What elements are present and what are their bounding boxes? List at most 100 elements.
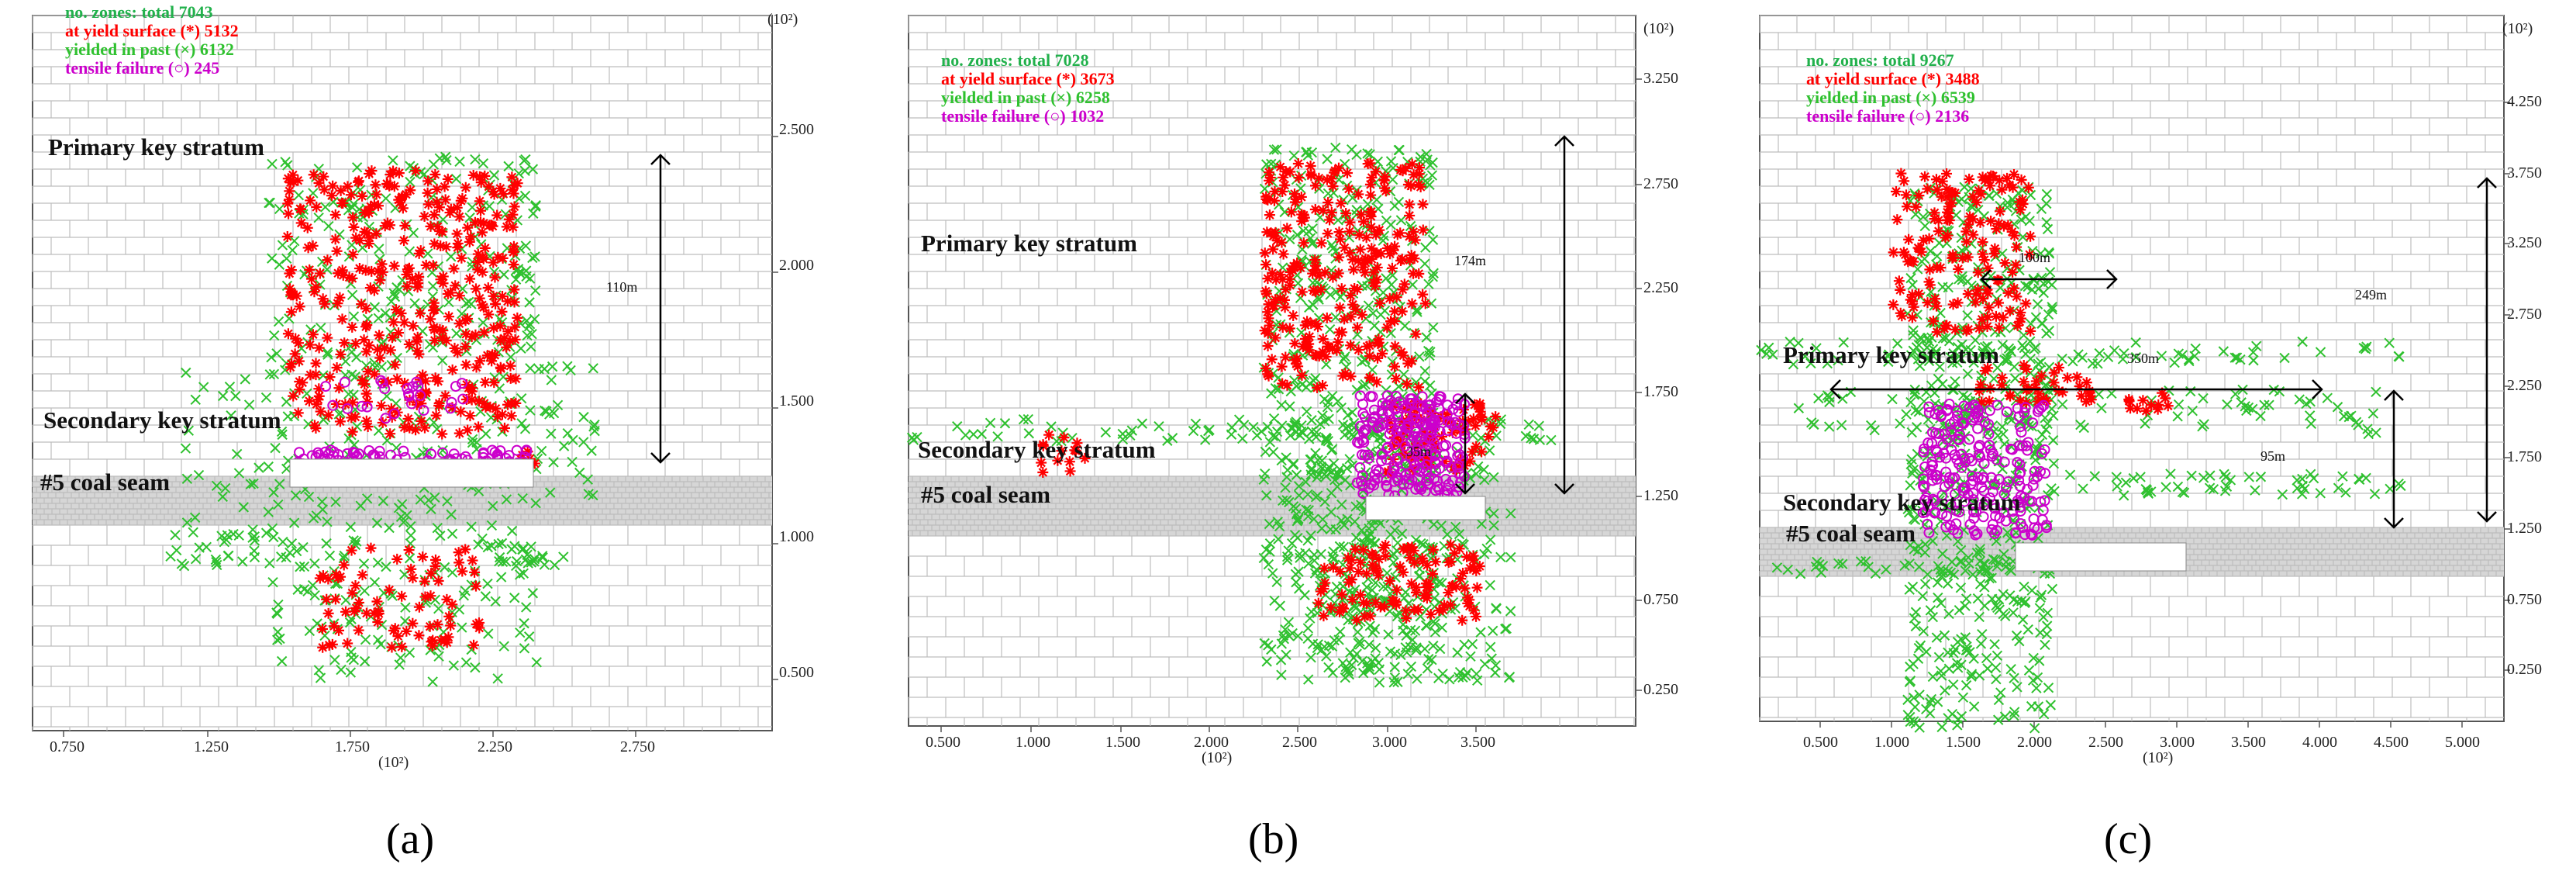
yield-surface-marker xyxy=(417,551,429,563)
yielded-past-marker xyxy=(373,425,385,437)
yielded-past-marker xyxy=(369,302,381,313)
yielded-past-marker xyxy=(328,196,339,208)
yielded-past-marker xyxy=(439,562,450,573)
yielded-past-marker xyxy=(519,155,529,166)
yield-surface-marker xyxy=(475,216,487,228)
yield-surface-marker xyxy=(407,572,419,584)
yield-surface-marker xyxy=(413,348,425,360)
yield-surface-marker xyxy=(433,202,445,213)
yielded-past-marker xyxy=(303,491,315,503)
yielded-past-marker xyxy=(548,407,560,419)
yielded-past-marker xyxy=(336,664,347,676)
yielded-past-marker xyxy=(269,330,280,341)
yielded-past-marker xyxy=(347,289,358,301)
yielded-past-marker xyxy=(533,364,544,375)
yield-surface-marker xyxy=(371,228,382,240)
yield-surface-marker xyxy=(364,282,376,294)
yield-surface-marker xyxy=(350,337,361,349)
yielded-past-marker xyxy=(293,189,305,201)
yield-surface-marker xyxy=(398,316,410,328)
yielded-past-marker xyxy=(322,349,333,360)
yield-surface-marker xyxy=(419,211,430,222)
yield-surface-marker xyxy=(317,641,329,653)
yield-surface-marker xyxy=(310,282,322,293)
yield-surface-marker xyxy=(310,369,322,381)
yield-surface-marker xyxy=(329,209,341,220)
yield-surface-marker xyxy=(333,572,344,583)
yielded-past-marker xyxy=(510,264,522,276)
yield-surface-marker xyxy=(472,264,484,275)
yielded-past-marker xyxy=(309,558,320,569)
yield-surface-marker xyxy=(393,168,405,179)
tensile-failure-marker xyxy=(402,383,413,395)
yield-surface-marker xyxy=(284,283,295,295)
yield-surface-marker xyxy=(490,298,502,309)
yielded-past-marker xyxy=(1352,627,1364,638)
yielded-past-marker xyxy=(271,348,282,359)
yield-surface-marker xyxy=(336,313,348,325)
yield-surface-marker xyxy=(476,226,488,238)
yielded-past-marker xyxy=(245,479,257,489)
yield-surface-marker xyxy=(311,399,322,410)
yielded-past-marker xyxy=(524,297,535,308)
yielded-past-marker xyxy=(405,530,416,541)
yield-surface-marker xyxy=(447,599,458,610)
yielded-past-marker xyxy=(222,551,233,562)
yield-surface-marker xyxy=(362,421,374,433)
yielded-past-marker xyxy=(1407,279,1418,290)
yield-surface-marker xyxy=(317,293,329,305)
yielded-past-marker xyxy=(548,457,559,468)
yield-surface-marker xyxy=(509,321,521,333)
yield-surface-marker xyxy=(403,338,415,350)
yield-surface-marker xyxy=(371,344,383,355)
yield-surface-marker xyxy=(331,245,343,257)
tensile-failure-marker xyxy=(436,447,448,458)
yield-surface-marker xyxy=(495,361,506,373)
yielded-past-marker xyxy=(529,251,540,262)
yielded-past-marker xyxy=(276,655,288,667)
yield-surface-marker xyxy=(495,182,506,194)
yielded-past-marker xyxy=(224,381,236,392)
yield-surface-marker xyxy=(456,252,467,264)
yield-surface-marker xyxy=(488,188,500,200)
yielded-past-marker xyxy=(181,517,193,528)
yielded-past-marker xyxy=(272,608,283,620)
yield-surface-marker xyxy=(372,265,384,277)
yielded-past-marker xyxy=(588,489,598,501)
yielded-past-marker xyxy=(170,530,181,541)
yield-surface-marker xyxy=(460,544,471,555)
yield-surface-marker xyxy=(434,323,446,335)
yielded-past-marker xyxy=(423,495,434,506)
yield-surface-marker xyxy=(445,203,457,215)
yielded-past-marker xyxy=(348,389,359,400)
yielded-past-marker xyxy=(322,517,333,527)
yielded-past-marker xyxy=(478,157,489,169)
yield-surface-marker xyxy=(362,365,374,377)
panel-b-plot xyxy=(906,15,1642,732)
yield-surface-marker xyxy=(471,361,482,373)
yield-surface-marker xyxy=(451,228,463,240)
yielded-past-marker xyxy=(268,368,280,380)
yielded-past-marker xyxy=(467,437,478,448)
yield-surface-marker xyxy=(334,416,346,427)
yield-surface-marker xyxy=(507,209,519,220)
panel-a-caption: (a) xyxy=(386,814,434,864)
yield-surface-marker xyxy=(453,427,465,439)
yielded-past-marker xyxy=(519,617,529,629)
yielded-past-marker xyxy=(318,370,329,381)
yield-surface-marker xyxy=(425,220,436,232)
yielded-past-marker xyxy=(307,579,319,591)
yield-surface-marker xyxy=(497,252,509,264)
yield-surface-marker xyxy=(282,173,294,185)
yield-surface-marker xyxy=(364,340,375,351)
magenta-zone xyxy=(320,375,469,424)
yielded-past-marker xyxy=(243,399,255,410)
yield-surface-marker xyxy=(385,169,396,181)
yielded-past-marker xyxy=(527,588,539,599)
yielded-past-marker xyxy=(288,517,300,528)
green-zone xyxy=(170,367,292,562)
yielded-past-marker xyxy=(330,496,341,507)
yielded-past-marker xyxy=(547,361,558,372)
yield-surface-marker xyxy=(346,412,357,423)
yielded-past-marker xyxy=(324,550,336,562)
